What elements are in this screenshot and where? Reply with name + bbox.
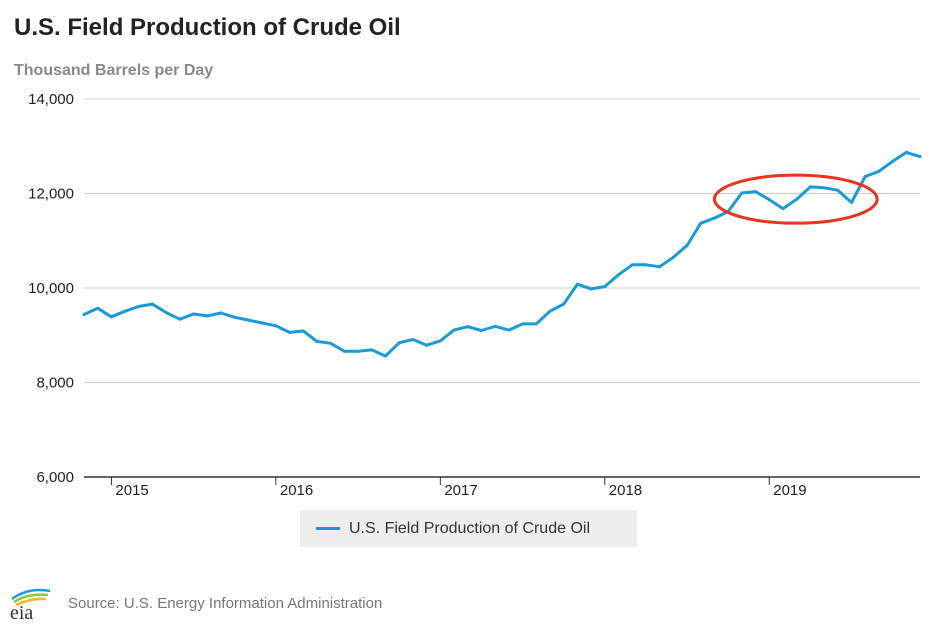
x-tick-label: 2018: [609, 482, 642, 499]
data-point: [644, 263, 648, 267]
data-point: [562, 302, 566, 306]
y-axis-ticks: 6,000 8,000 10,000 12,000 14,000: [28, 91, 74, 486]
y-tick-label: 6,000: [36, 469, 74, 486]
data-point: [575, 282, 579, 286]
data-point: [425, 343, 429, 347]
x-tick-label: 2016: [280, 482, 313, 499]
data-point: [246, 318, 250, 322]
data-point: [205, 314, 209, 318]
data-point: [754, 190, 758, 194]
data-point: [904, 150, 908, 154]
annotation-ellipse: [712, 173, 879, 225]
data-point: [808, 185, 812, 189]
data-point: [548, 309, 552, 313]
data-point: [315, 339, 319, 343]
data-point: [329, 341, 333, 345]
data-point: [288, 330, 292, 334]
data-point: [233, 315, 237, 319]
data-point: [521, 322, 525, 326]
data-point: [589, 287, 593, 291]
annotation-group: [712, 173, 879, 225]
data-point: [836, 188, 840, 192]
data-point: [712, 216, 716, 220]
x-tick-label: 2017: [444, 482, 477, 499]
data-point: [603, 285, 607, 289]
y-tick-label: 10,000: [28, 280, 74, 297]
data-point: [863, 174, 867, 178]
x-tick-label: 2015: [115, 482, 148, 499]
data-point: [274, 324, 278, 328]
data-point: [452, 328, 456, 332]
chart-subtitle: Thousand Barrels per Day: [14, 62, 214, 79]
data-point: [822, 186, 826, 190]
y-tick-label: 14,000: [28, 91, 74, 108]
data-point: [479, 329, 483, 333]
footer: eia Source: U.S. Energy Information Admi…: [6, 585, 382, 621]
data-point: [685, 243, 689, 247]
data-point: [151, 302, 155, 306]
data-point: [438, 339, 442, 343]
data-point: [219, 311, 223, 315]
data-point: [507, 328, 511, 332]
eia-logo-icon: eia: [10, 588, 51, 621]
data-point: [877, 169, 881, 173]
data-point: [384, 354, 388, 358]
data-point: [397, 341, 401, 345]
data-point: [411, 338, 415, 342]
x-axis-ticks: 2015 2016 2017 2018 2019: [110, 477, 807, 499]
legend-label: U.S. Field Production of Crude Oil: [349, 519, 590, 537]
data-point: [109, 315, 113, 319]
data-point: [137, 304, 141, 308]
legend[interactable]: U.S. Field Production of Crude Oil: [300, 510, 637, 547]
logo-text: eia: [10, 602, 33, 621]
series-group: [82, 150, 922, 358]
data-point: [781, 207, 785, 211]
source-note: Source: U.S. Energy Information Administ…: [68, 594, 383, 612]
data-point: [918, 155, 922, 159]
data-point: [767, 198, 771, 202]
data-point: [192, 312, 196, 316]
data-point: [493, 324, 497, 328]
data-point: [630, 263, 634, 267]
data-point: [534, 322, 538, 326]
data-point: [164, 311, 168, 315]
data-point: [849, 200, 853, 204]
data-point: [96, 306, 100, 310]
y-tick-label: 12,000: [28, 186, 74, 203]
data-point: [356, 349, 360, 353]
x-tick-label: 2019: [773, 482, 806, 499]
y-tick-label: 8,000: [36, 375, 74, 392]
data-point: [370, 348, 374, 352]
data-point: [616, 273, 620, 277]
data-point: [891, 159, 895, 163]
data-point: [260, 321, 264, 325]
data-point: [658, 265, 662, 269]
legend-swatch: [316, 527, 340, 530]
data-point: [301, 329, 305, 333]
data-point: [342, 349, 346, 353]
data-point: [740, 191, 744, 195]
data-point: [699, 221, 703, 225]
data-point: [123, 309, 127, 313]
data-point: [178, 317, 182, 321]
data-point: [82, 312, 86, 316]
grid-lines: [84, 98, 920, 478]
data-point: [466, 325, 470, 329]
chart-title: U.S. Field Production of Crude Oil: [14, 14, 401, 41]
data-point: [795, 197, 799, 201]
series-line: [82, 150, 922, 358]
data-point: [671, 255, 675, 259]
